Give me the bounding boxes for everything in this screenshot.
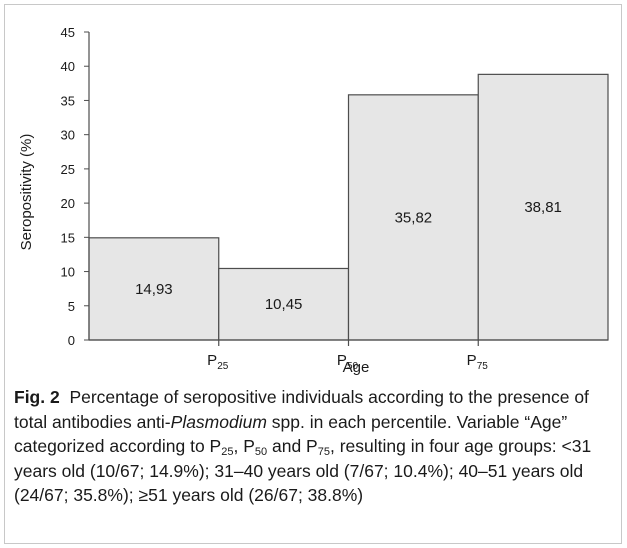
y-tick-label: 25 <box>61 162 75 177</box>
caption-sub-75: 75 <box>317 446 330 458</box>
y-axis-ticks: 0 5 10 15 20 25 30 35 40 45 <box>61 25 89 348</box>
bar <box>477 73 609 341</box>
x-tick-label: P25 <box>207 352 229 372</box>
bar <box>88 237 220 341</box>
caption-italic: Plasmodium <box>170 411 267 432</box>
caption-text-3: , P <box>233 436 255 456</box>
caption-text-4: and P <box>267 436 318 456</box>
y-tick-label: 15 <box>61 230 75 245</box>
y-tick-label: 35 <box>61 93 75 108</box>
caption-sub-50: 50 <box>254 446 268 458</box>
bar <box>347 94 479 341</box>
x-axis-label: Age <box>343 359 370 376</box>
caption-text-1: Percentage of seropositive individuals a… <box>14 387 589 432</box>
caption-sub-25: 25 <box>221 446 234 458</box>
bars: 14,93 10,45 35,82 38,81 <box>88 73 609 341</box>
y-tick-label: 20 <box>61 196 75 211</box>
y-tick-label: 40 <box>61 59 75 74</box>
figure-frame <box>4 4 622 544</box>
x-tick-label: P50 <box>337 352 359 372</box>
bar-value-label: 38,81 <box>524 199 562 216</box>
y-tick-label: 10 <box>61 265 75 280</box>
y-tick-label: 45 <box>61 25 75 40</box>
x-tick-label: P75 <box>467 352 489 372</box>
bar-value-label: 35,82 <box>395 209 433 226</box>
y-tick-label: 30 <box>61 128 75 143</box>
figure-caption: Fig. 2 Percentage of seropositive indivi… <box>14 385 614 508</box>
y-tick-label: 0 <box>68 333 75 348</box>
bar-value-label: 14,93 <box>135 281 173 298</box>
x-axis-boundaries: P25 P50 P75 <box>207 340 488 372</box>
figure-label: Fig. 2 <box>14 387 60 407</box>
caption-text-5: , resulting in four age groups: <31 year… <box>14 436 592 505</box>
y-tick-label: 5 <box>68 299 75 314</box>
bar <box>218 267 350 341</box>
y-axis-label: Seropositivity (%) <box>18 134 35 251</box>
bar-value-label: 10,45 <box>265 296 303 313</box>
caption-text-2: spp. in each percentile. Variable “Age” … <box>14 411 568 457</box>
